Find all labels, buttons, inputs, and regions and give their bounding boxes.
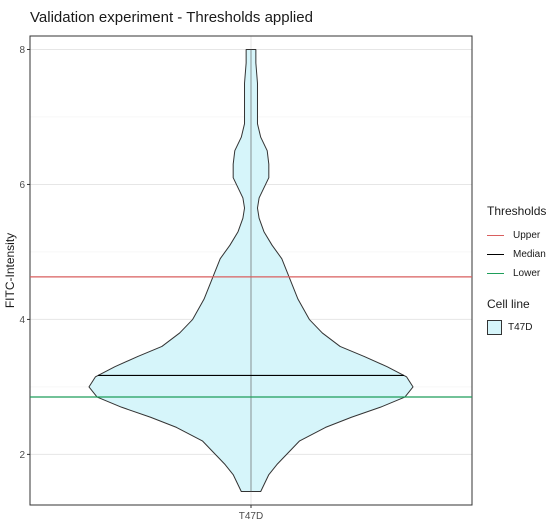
- legend-item-median: Median: [487, 245, 546, 264]
- cell-line-legend-title: Cell line: [487, 297, 530, 311]
- legend-label-t47d: T47D: [508, 322, 533, 333]
- legend-item-t47d: T47D: [487, 318, 532, 337]
- upper-line-key: [487, 235, 504, 236]
- y-tick-label: 2: [19, 450, 25, 461]
- lower-line-key: [487, 273, 504, 274]
- legend-label-median: Median: [513, 249, 546, 260]
- violin-layer: [88, 49, 414, 492]
- legend-item-lower: Lower: [487, 264, 546, 283]
- y-axis-title: FITC-Intensity: [3, 233, 17, 308]
- y-tick-label: 8: [19, 45, 25, 56]
- median-line-key: [487, 254, 504, 255]
- y-tick-label: 4: [19, 315, 25, 326]
- legend-label-upper: Upper: [513, 230, 541, 241]
- t47d-fill-key: [487, 320, 502, 335]
- x-tick-label: T47D: [239, 511, 263, 522]
- cell-line-legend: Cell line T47D: [487, 297, 532, 337]
- thresholds-legend-title: Thresholds: [487, 204, 547, 218]
- legend-item-upper: Upper: [487, 226, 546, 245]
- axes: 2 4 6 8 T47D FITC-Intensity: [3, 45, 263, 522]
- chart-title: Validation experiment - Thresholds appli…: [30, 9, 313, 26]
- thresholds-legend: Thresholds Upper Median Lower: [487, 204, 546, 283]
- legend-label-lower: Lower: [513, 268, 541, 279]
- y-tick-label: 6: [19, 180, 25, 191]
- threshold-lines: [30, 276, 472, 398]
